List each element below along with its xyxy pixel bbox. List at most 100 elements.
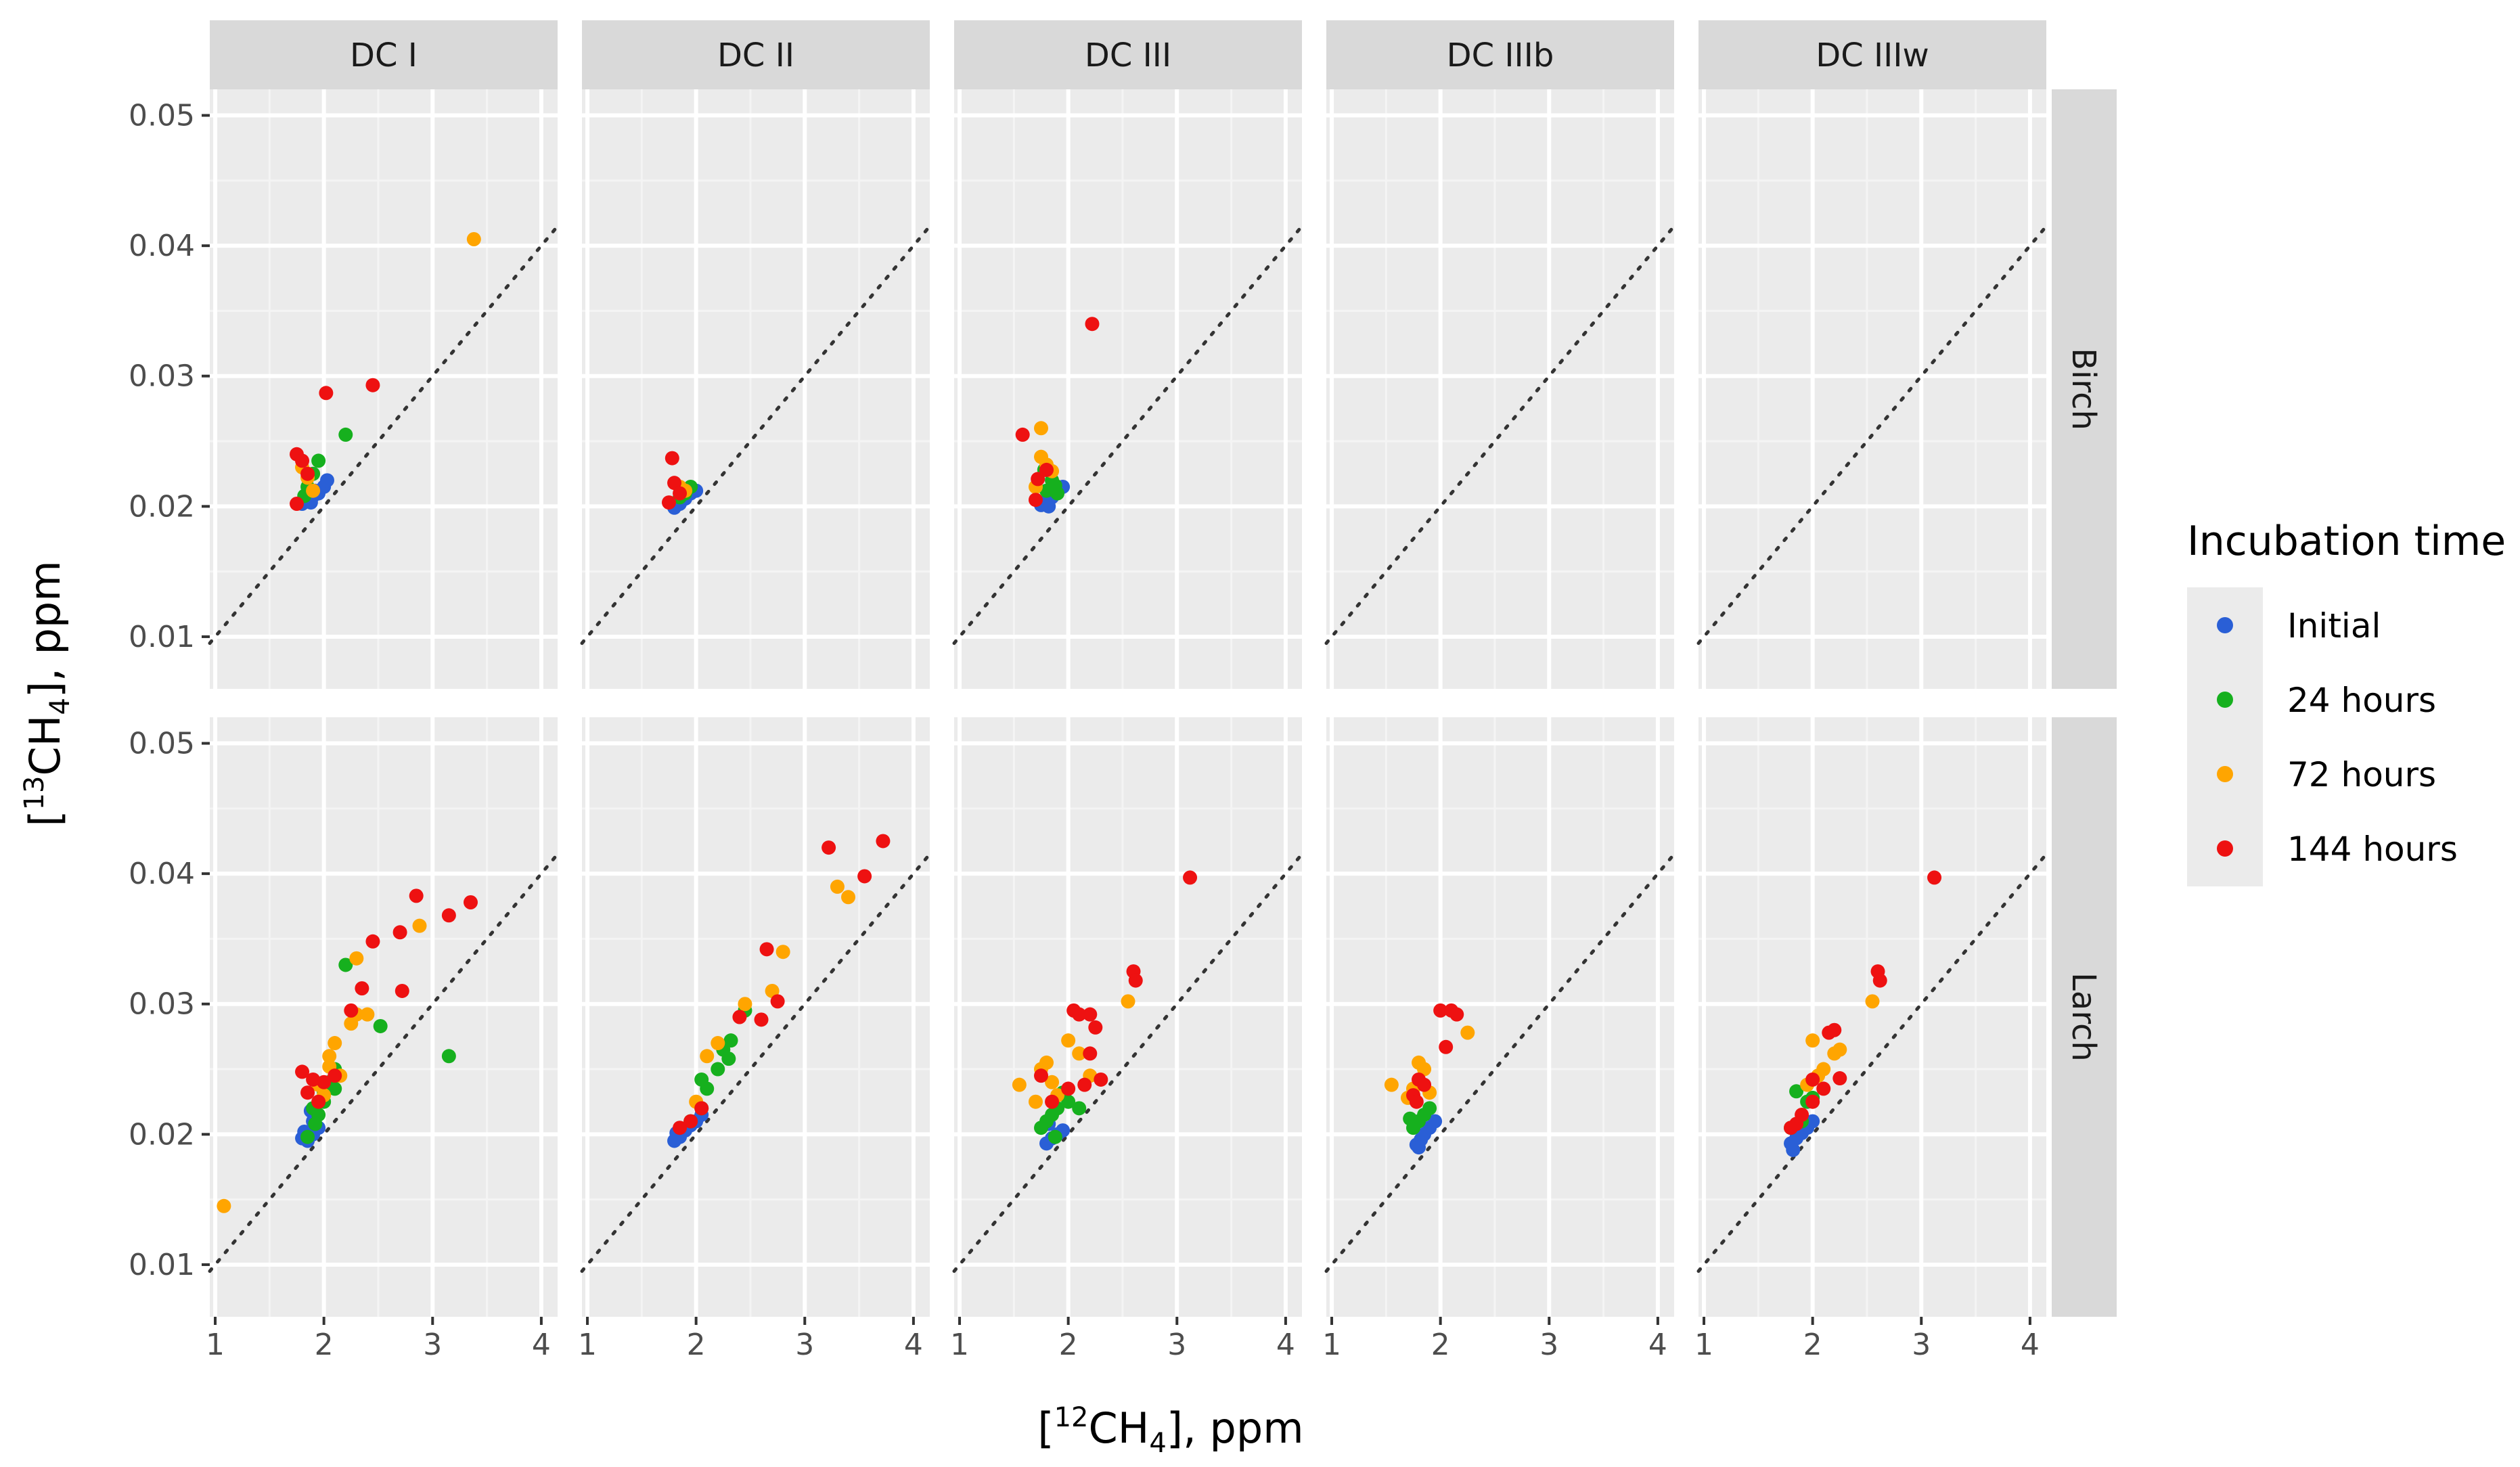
panels-layer <box>208 89 2048 1317</box>
point-initial <box>1805 1114 1820 1129</box>
point-h72 <box>1061 1033 1076 1048</box>
point-h72 <box>328 1036 342 1051</box>
panel-dc-iii-birch <box>952 89 1304 689</box>
point-h72 <box>1384 1077 1399 1092</box>
column-strips: DC I DC II DC III DC IIIb DC IIIw <box>210 20 2046 89</box>
point-h144 <box>319 386 334 401</box>
point-h144 <box>1439 1039 1454 1054</box>
point-h24 <box>338 427 353 442</box>
point-h72 <box>1832 1042 1847 1057</box>
panel-background <box>1326 717 1674 1317</box>
legend-label: Initial <box>2287 606 2381 646</box>
point-h144 <box>1077 1077 1092 1092</box>
y-tick-label: 0.04 <box>129 229 195 263</box>
point-h24 <box>308 1116 323 1131</box>
point-h144 <box>344 1003 359 1018</box>
point-initial <box>1041 499 1056 514</box>
y-axis-title: [13CH4], ppm <box>19 560 76 826</box>
panel-dc-ii-birch <box>580 89 932 689</box>
legend-title: Incubation time <box>2187 518 2506 565</box>
point-h144 <box>673 486 688 501</box>
y-tick-label: 0.04 <box>129 857 195 891</box>
legend-key-background <box>2187 587 2263 886</box>
column-strip-dc-ii: DC II <box>582 20 930 89</box>
point-h72 <box>1121 994 1135 1009</box>
point-h144 <box>673 1121 688 1135</box>
row-strip-birch: Birch <box>2052 89 2117 689</box>
panel-background <box>210 717 558 1317</box>
point-h72 <box>1805 1033 1820 1048</box>
point-h144 <box>365 378 380 392</box>
point-h144 <box>1045 1094 1060 1109</box>
legend: Incubation time Initial 24 hours 72 hours 1… <box>2187 518 2506 886</box>
reference-line <box>208 852 560 1273</box>
panel-dc-i-larch <box>208 717 560 1317</box>
point-h72 <box>360 1007 375 1022</box>
point-h144 <box>1083 1007 1098 1022</box>
reference-line <box>952 224 1304 646</box>
panel-background <box>1326 89 1674 689</box>
reference-line <box>580 224 932 646</box>
point-h72 <box>1460 1025 1475 1040</box>
panel-background <box>1698 717 2046 1317</box>
point-h144 <box>1128 973 1143 988</box>
column-strip-label: DC IIIb <box>1447 37 1554 74</box>
point-h144 <box>732 1010 747 1024</box>
point-h24 <box>1789 1084 1804 1099</box>
panel-dc-i-birch <box>208 89 560 689</box>
point-h24 <box>328 1081 342 1096</box>
reference-line <box>208 224 560 646</box>
x-tick-label: 4 <box>2021 1328 2040 1362</box>
x-axis-title: [12CH4], ppm <box>1037 1402 1303 1459</box>
x-tick-label: 3 <box>795 1328 814 1362</box>
x-tick-label: 2 <box>1431 1328 1450 1362</box>
point-h24 <box>1072 1101 1087 1116</box>
point-h72 <box>1012 1077 1027 1092</box>
x-tick-label: 3 <box>1539 1328 1558 1362</box>
y-tick-label: 0.02 <box>129 1117 195 1152</box>
point-h144 <box>770 994 785 1009</box>
x-tick-label: 1 <box>1322 1328 1341 1362</box>
x-tick-label: 1 <box>578 1328 597 1362</box>
point-h144 <box>1028 493 1043 507</box>
x-tick-label: 3 <box>423 1328 442 1362</box>
point-h24 <box>694 1072 709 1087</box>
column-strip-bg <box>582 20 930 89</box>
point-h144 <box>441 908 456 923</box>
point-h144 <box>1083 1046 1098 1061</box>
panel-dc-iiiw-larch <box>1696 717 2048 1317</box>
legend-swatch <box>2217 766 2233 782</box>
point-h144 <box>1449 1007 1464 1022</box>
panel-dc-ii-larch <box>580 717 932 1317</box>
point-h144 <box>1872 973 1887 988</box>
point-h24 <box>300 1129 315 1144</box>
column-strip-label: DC III <box>1085 37 1171 74</box>
y-tick-label: 0.03 <box>129 359 195 394</box>
column-strip-bg <box>954 20 1302 89</box>
x-tick-label: 3 <box>1912 1328 1931 1362</box>
point-h144 <box>662 495 676 510</box>
row-strips: Birch Larch <box>2052 89 2117 1317</box>
column-strip-bg <box>1326 20 1674 89</box>
legend-label: 144 hours <box>2287 830 2458 869</box>
point-h144 <box>300 466 315 481</box>
point-h144 <box>295 1064 310 1079</box>
point-h72 <box>1865 994 1880 1009</box>
point-h72 <box>1072 1046 1087 1061</box>
point-initial <box>319 473 334 488</box>
point-initial <box>1786 1142 1801 1157</box>
point-h144 <box>1417 1077 1432 1092</box>
point-h72 <box>700 1049 715 1064</box>
point-h72 <box>1417 1062 1432 1077</box>
point-h72 <box>830 879 845 894</box>
column-strip-dc-iii: DC III <box>954 20 1302 89</box>
column-strip-dc-iiiw: DC IIIw <box>1698 20 2046 89</box>
point-h72 <box>1816 1062 1831 1077</box>
point-initial <box>1412 1140 1426 1155</box>
point-h144 <box>1805 1072 1820 1087</box>
point-h144 <box>1034 1068 1048 1083</box>
reference-line <box>1324 852 1676 1273</box>
y-tick-label: 0.01 <box>129 620 195 654</box>
y-tick-label: 0.02 <box>129 489 195 524</box>
